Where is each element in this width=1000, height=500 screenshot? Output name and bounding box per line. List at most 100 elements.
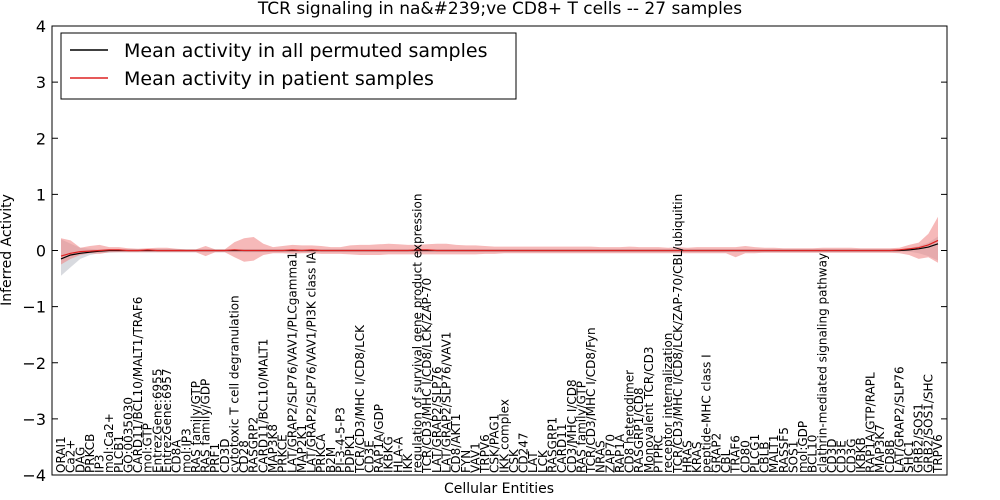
x-tick-label: TRPV6 — [478, 434, 492, 474]
x-tick-label: IKBKG — [382, 436, 396, 473]
x-tick-label: CD8A — [170, 439, 184, 473]
x-tick-label: HRAS — [680, 440, 694, 473]
x-tick-label: EntrezGene:6955 — [150, 369, 164, 474]
line-patient — [60, 239, 939, 257]
x-tick-label: CARD11/BCL10/MALT1/TRAF6 — [131, 297, 145, 473]
x-tick-label: RAP1A — [613, 433, 627, 473]
y-axis-tick-labels: 4 3 2 1 0 −1 −2 −3 −4 — [22, 17, 46, 485]
x-tick-label: CSK/PAG1 — [488, 414, 502, 473]
x-tick-label: LAT/GRAP2/SLP76 — [893, 366, 907, 473]
x-tick-label: CD28 — [237, 440, 251, 473]
x-tick-label: SOS1 — [786, 441, 800, 473]
x-tick-label: GO:0035030 — [122, 397, 136, 473]
x-tick-label: LAT — [526, 451, 540, 473]
x-tick-label: CD3/MHC I/CD8 — [565, 379, 579, 473]
x-tick-label: mol:Ca2+ — [102, 413, 116, 473]
y-tick-label: −1 — [22, 298, 46, 317]
y-tick-label: −4 — [22, 466, 46, 485]
x-tick-label: CD8 heterodimer — [623, 370, 637, 473]
x-tick-label: CARD11/BCL10/MALT1 — [256, 339, 270, 473]
x-tick-label: PRKCE — [276, 434, 290, 473]
x-tick-label: PRKCB — [83, 434, 97, 473]
x-tick-label: RASGRP2 — [247, 417, 261, 473]
x-tick-label: CARD11 — [555, 424, 569, 473]
x-tick-label: CD8B — [883, 439, 897, 473]
y-tick-label: 2 — [36, 129, 46, 148]
x-tick-label: LAT/GRAP2/SLP76 — [430, 366, 444, 473]
x-tick-label: PLCG1 — [748, 434, 762, 473]
band-patient — [61, 216, 938, 265]
x-tick-label: mol:GTP — [141, 423, 155, 473]
x-tick-label: ORAI1 — [54, 436, 68, 473]
x-tick-label: TCR/CD3/MHC I/CD8/LCK/ZAP-70/CBL/ubiquit… — [671, 194, 685, 474]
x-tick-label: CD3E — [362, 440, 376, 473]
x-tick-label: IP3 — [93, 455, 107, 473]
x-tick-label: Ca2+ — [64, 440, 78, 473]
series-lines — [60, 239, 939, 260]
x-tick-label: LAT/GRAP2/SLP76/VAV1 — [440, 332, 454, 473]
x-tick-label: BCL10 — [806, 435, 820, 473]
x-tick-label: TRAF6 — [729, 435, 743, 474]
chart-title: TCR signaling in na&#239;ve CD8+ T cells… — [257, 0, 742, 19]
x-tick-label: peptide-MHC class I — [700, 354, 714, 473]
x-tick-label: TRPV6 — [931, 434, 945, 474]
x-tick-label: TCR/CD3/MHC I/CD8/LCK/ZAP-70 — [420, 278, 434, 474]
x-tick-label: EntrezGene:6957 — [160, 368, 174, 473]
x-tick-label: ZAP70 — [603, 434, 617, 473]
x-tick-label: TCR/CD3/MHC I/CD8/Fyn — [584, 327, 598, 474]
x-tick-label: Monovalent TCR/CD3 — [642, 346, 656, 473]
x-tick-label: CD3G — [844, 438, 858, 473]
legend-box — [60, 32, 517, 100]
x-tick-label: CSK — [507, 448, 521, 473]
legend-label-patient: Mean activity in patient samples — [124, 68, 434, 90]
x-tick-label: RASGRP1 — [546, 417, 560, 473]
confidence-bands — [61, 216, 938, 276]
x-tick-label: NRAS — [594, 440, 608, 473]
x-tick-label: MAP3K8 — [266, 424, 280, 473]
x-tick-label: PTPRC — [652, 435, 666, 473]
x-tick-label: VAV1 — [468, 442, 482, 473]
x-tick-label: RASSF5 — [777, 427, 791, 473]
x-axis-label: Cellular Entities — [444, 481, 554, 497]
y-tick-label: 3 — [36, 73, 46, 92]
x-tick-label: clathrin-mediated signaling pathway — [815, 253, 829, 473]
x-tick-label: PDPK1 — [343, 434, 357, 473]
x-tick-label: FYN — [459, 450, 473, 473]
x-tick-label: LCK — [536, 449, 550, 473]
y-tick-label: −2 — [22, 354, 46, 373]
y-tick-label: 4 — [36, 17, 46, 36]
x-tick-label: DAG — [73, 447, 87, 473]
x-tick-label: cytotoxic T cell degranulation — [228, 295, 242, 473]
x-tick-label: B2M — [324, 447, 338, 473]
x-tick-label: GRB2/SOS1 — [912, 403, 926, 473]
y-axis-ticks — [52, 25, 947, 476]
y-tick-label: 1 — [36, 185, 46, 204]
x-tick-label: PRKCA — [314, 433, 328, 473]
x-tick-label: RAS family/GDP — [199, 379, 213, 473]
x-tick-label: RAP1A/GTP/RAPL — [864, 372, 878, 473]
x-tick-label: RAS family/GTP — [189, 381, 203, 473]
x-tick-label: SHC1 — [902, 440, 916, 473]
x-tick-label: CD8/AKT1 — [449, 414, 463, 473]
x-tick-label: CD3D — [825, 439, 839, 474]
x-tick-label: RAS family/GTP — [574, 381, 588, 473]
x-tick-label: GRB2/SOS1/SHC — [921, 374, 935, 473]
x-tick-label: RAP1A/GDP — [372, 404, 386, 473]
x-tick-label: receptor internalization — [661, 333, 675, 473]
x-tick-label: MAP3K7 — [873, 424, 887, 473]
x-tick-label: CBLB — [758, 441, 772, 473]
x-tick-label: CBL — [719, 449, 733, 473]
x-tick-label: CD247 — [517, 432, 531, 473]
x-tick-label: GRAP2 — [709, 433, 723, 473]
x-tick-label: CD80 — [738, 440, 752, 473]
x-tick-label: PRF1 — [208, 443, 222, 473]
x-tick-label: LAT/GRAP2/SLP76/VAV1/PLCgamma1 — [285, 252, 299, 473]
y-tick-label: −3 — [22, 410, 46, 429]
band-permuted — [61, 236, 938, 276]
x-tick-label: regulation of survival gene product expr… — [411, 194, 425, 473]
x-tick-label: IKK complex — [497, 399, 511, 473]
x-tick-label: LAT/GRAP2/SLP76/VAV1/PI3K class IA — [305, 251, 319, 473]
x-tick-label: RASGRP1/CD8 — [632, 387, 646, 472]
x-tick-label: PLCB1 — [112, 435, 126, 473]
